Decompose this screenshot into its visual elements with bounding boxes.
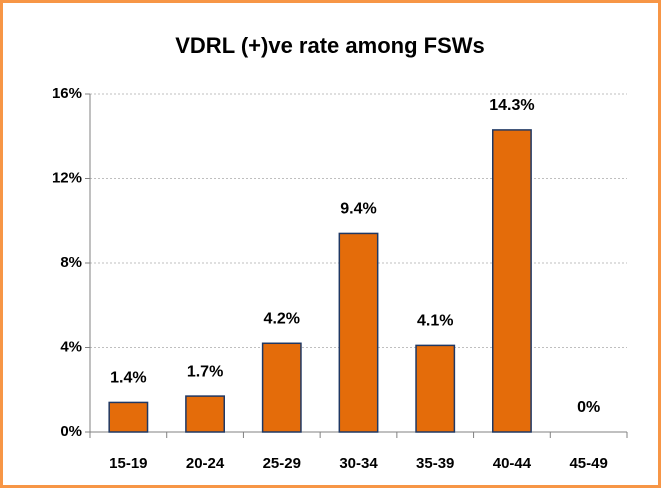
data-label: 4.1% [417,313,453,330]
x-tick-label: 35-39 [416,455,454,472]
bar [185,395,225,433]
y-tick-label: 16% [52,85,82,102]
x-tick-label: 40-44 [493,455,532,472]
bar [108,401,149,433]
y-tick-label: 8% [60,254,82,271]
bar [415,344,456,433]
y-tick-label: 0% [60,423,82,440]
data-label: 9.4% [340,201,376,218]
bar [338,232,379,433]
bar [261,342,302,433]
y-tick-label: 4% [60,338,82,355]
x-tick-label: 45-49 [569,455,607,472]
data-label: 1.7% [187,363,223,380]
data-label: 1.4% [110,370,146,387]
bar [492,129,532,433]
x-tick-label: 30-34 [339,455,378,472]
data-label: 0% [577,399,600,416]
x-tick-label: 20-24 [186,455,225,472]
x-tick-label: 25-29 [263,455,301,472]
data-label: 14.3% [489,97,534,114]
y-tick-label: 12% [52,169,82,186]
data-label: 4.2% [264,310,300,327]
chart-title: VDRL (+)ve rate among FSWs [175,33,485,58]
x-tick-label: 15-19 [109,455,147,472]
